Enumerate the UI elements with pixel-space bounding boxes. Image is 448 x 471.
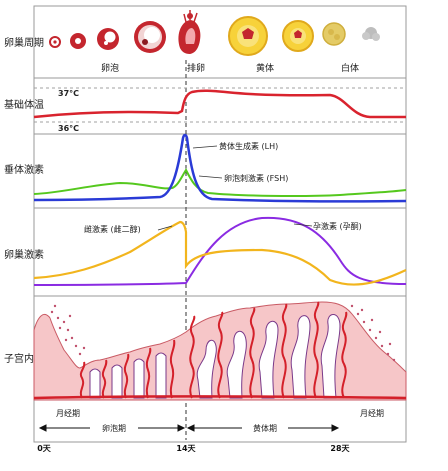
day-28-label: 28天 xyxy=(330,444,350,453)
estrogen-curve xyxy=(33,220,407,286)
row-label-ovary-cycle: 卵巢周期 xyxy=(4,36,44,49)
luteal-phase-label: 黄体期 xyxy=(253,423,277,433)
temp-curve xyxy=(33,89,406,119)
estrogen-leader-line xyxy=(157,225,173,231)
day-14-label: 14天 xyxy=(176,444,196,453)
corpus-luteum-large-icon xyxy=(228,16,268,56)
follicle-3-icon xyxy=(97,28,119,50)
menstrual-phase-start-label: 月经期 xyxy=(56,408,80,418)
endometrium-row: 月经期 月经期 xyxy=(33,301,407,418)
temp-low-label: 36°C xyxy=(58,124,79,133)
endometrial-glands xyxy=(89,314,341,399)
row-label-body-temp: 基础体温 xyxy=(4,98,44,111)
follicle-1-icon xyxy=(49,36,61,48)
basal-vessel xyxy=(33,395,407,400)
corpus-luteum-small-icon xyxy=(322,22,346,46)
menstrual-phase-end-label: 月经期 xyxy=(360,408,384,418)
day-0-label: 0天 xyxy=(37,444,52,453)
shedding-dots-right xyxy=(350,304,396,362)
body-temp-row: 37°C 36°C xyxy=(33,87,406,133)
row-label-ovarian: 卵巢激素 xyxy=(4,248,44,261)
lh-label: 黄体生成素 (LH) xyxy=(219,141,278,151)
stage-label-follicle: 卵泡 xyxy=(101,62,119,74)
estrogen-label: 雌激素 (雌二醇) xyxy=(84,224,141,234)
row-separators xyxy=(34,77,406,297)
follicle-2-icon xyxy=(70,33,86,49)
fsh-curve xyxy=(33,168,407,198)
progesterone-curve xyxy=(33,216,407,286)
progesterone-leader-line xyxy=(293,223,313,227)
ovarian-row: 雌激素 (雌二醇) 孕激素 (孕酮) xyxy=(33,216,407,286)
stage-label-corpus-luteum: 黄体 xyxy=(256,62,274,74)
diagram-frame xyxy=(33,5,407,443)
progesterone-label: 孕激素 (孕酮) xyxy=(313,221,362,231)
fsh-leader-line xyxy=(198,175,223,179)
follicular-phase-arrow xyxy=(38,424,186,432)
luteal-phase-arrow xyxy=(186,424,340,432)
spiral-arteries xyxy=(79,301,348,399)
row-label-pituitary: 垂体激素 xyxy=(4,163,44,176)
phase-arrows: 卵泡期 黄体期 xyxy=(38,423,340,433)
follicle-4-icon xyxy=(134,21,166,53)
pituitary-row: 黄体生成素 (LH) 卵泡刺激素 (FSH) xyxy=(33,133,407,203)
lh-leader-line xyxy=(192,145,218,149)
stage-label-ovulation: 排卵 xyxy=(187,62,205,74)
ovulating-follicle-icon xyxy=(178,10,201,54)
follicular-phase-label: 卵泡期 xyxy=(102,423,126,433)
ovary-cycle-row: 卵泡 排卵 黄体 白体 xyxy=(49,10,380,74)
day-axis: 0天 14天 28天 xyxy=(37,444,350,453)
temp-high-label: 37°C xyxy=(58,89,79,98)
corpus-albicans-icon xyxy=(362,27,380,41)
stage-label-corpus-albicans: 白体 xyxy=(341,62,359,74)
corpus-luteum-medium-icon xyxy=(282,20,314,52)
fsh-label: 卵泡刺激素 (FSH) xyxy=(224,173,288,183)
lh-curve xyxy=(33,133,407,203)
shedding-dots-left xyxy=(50,304,86,356)
